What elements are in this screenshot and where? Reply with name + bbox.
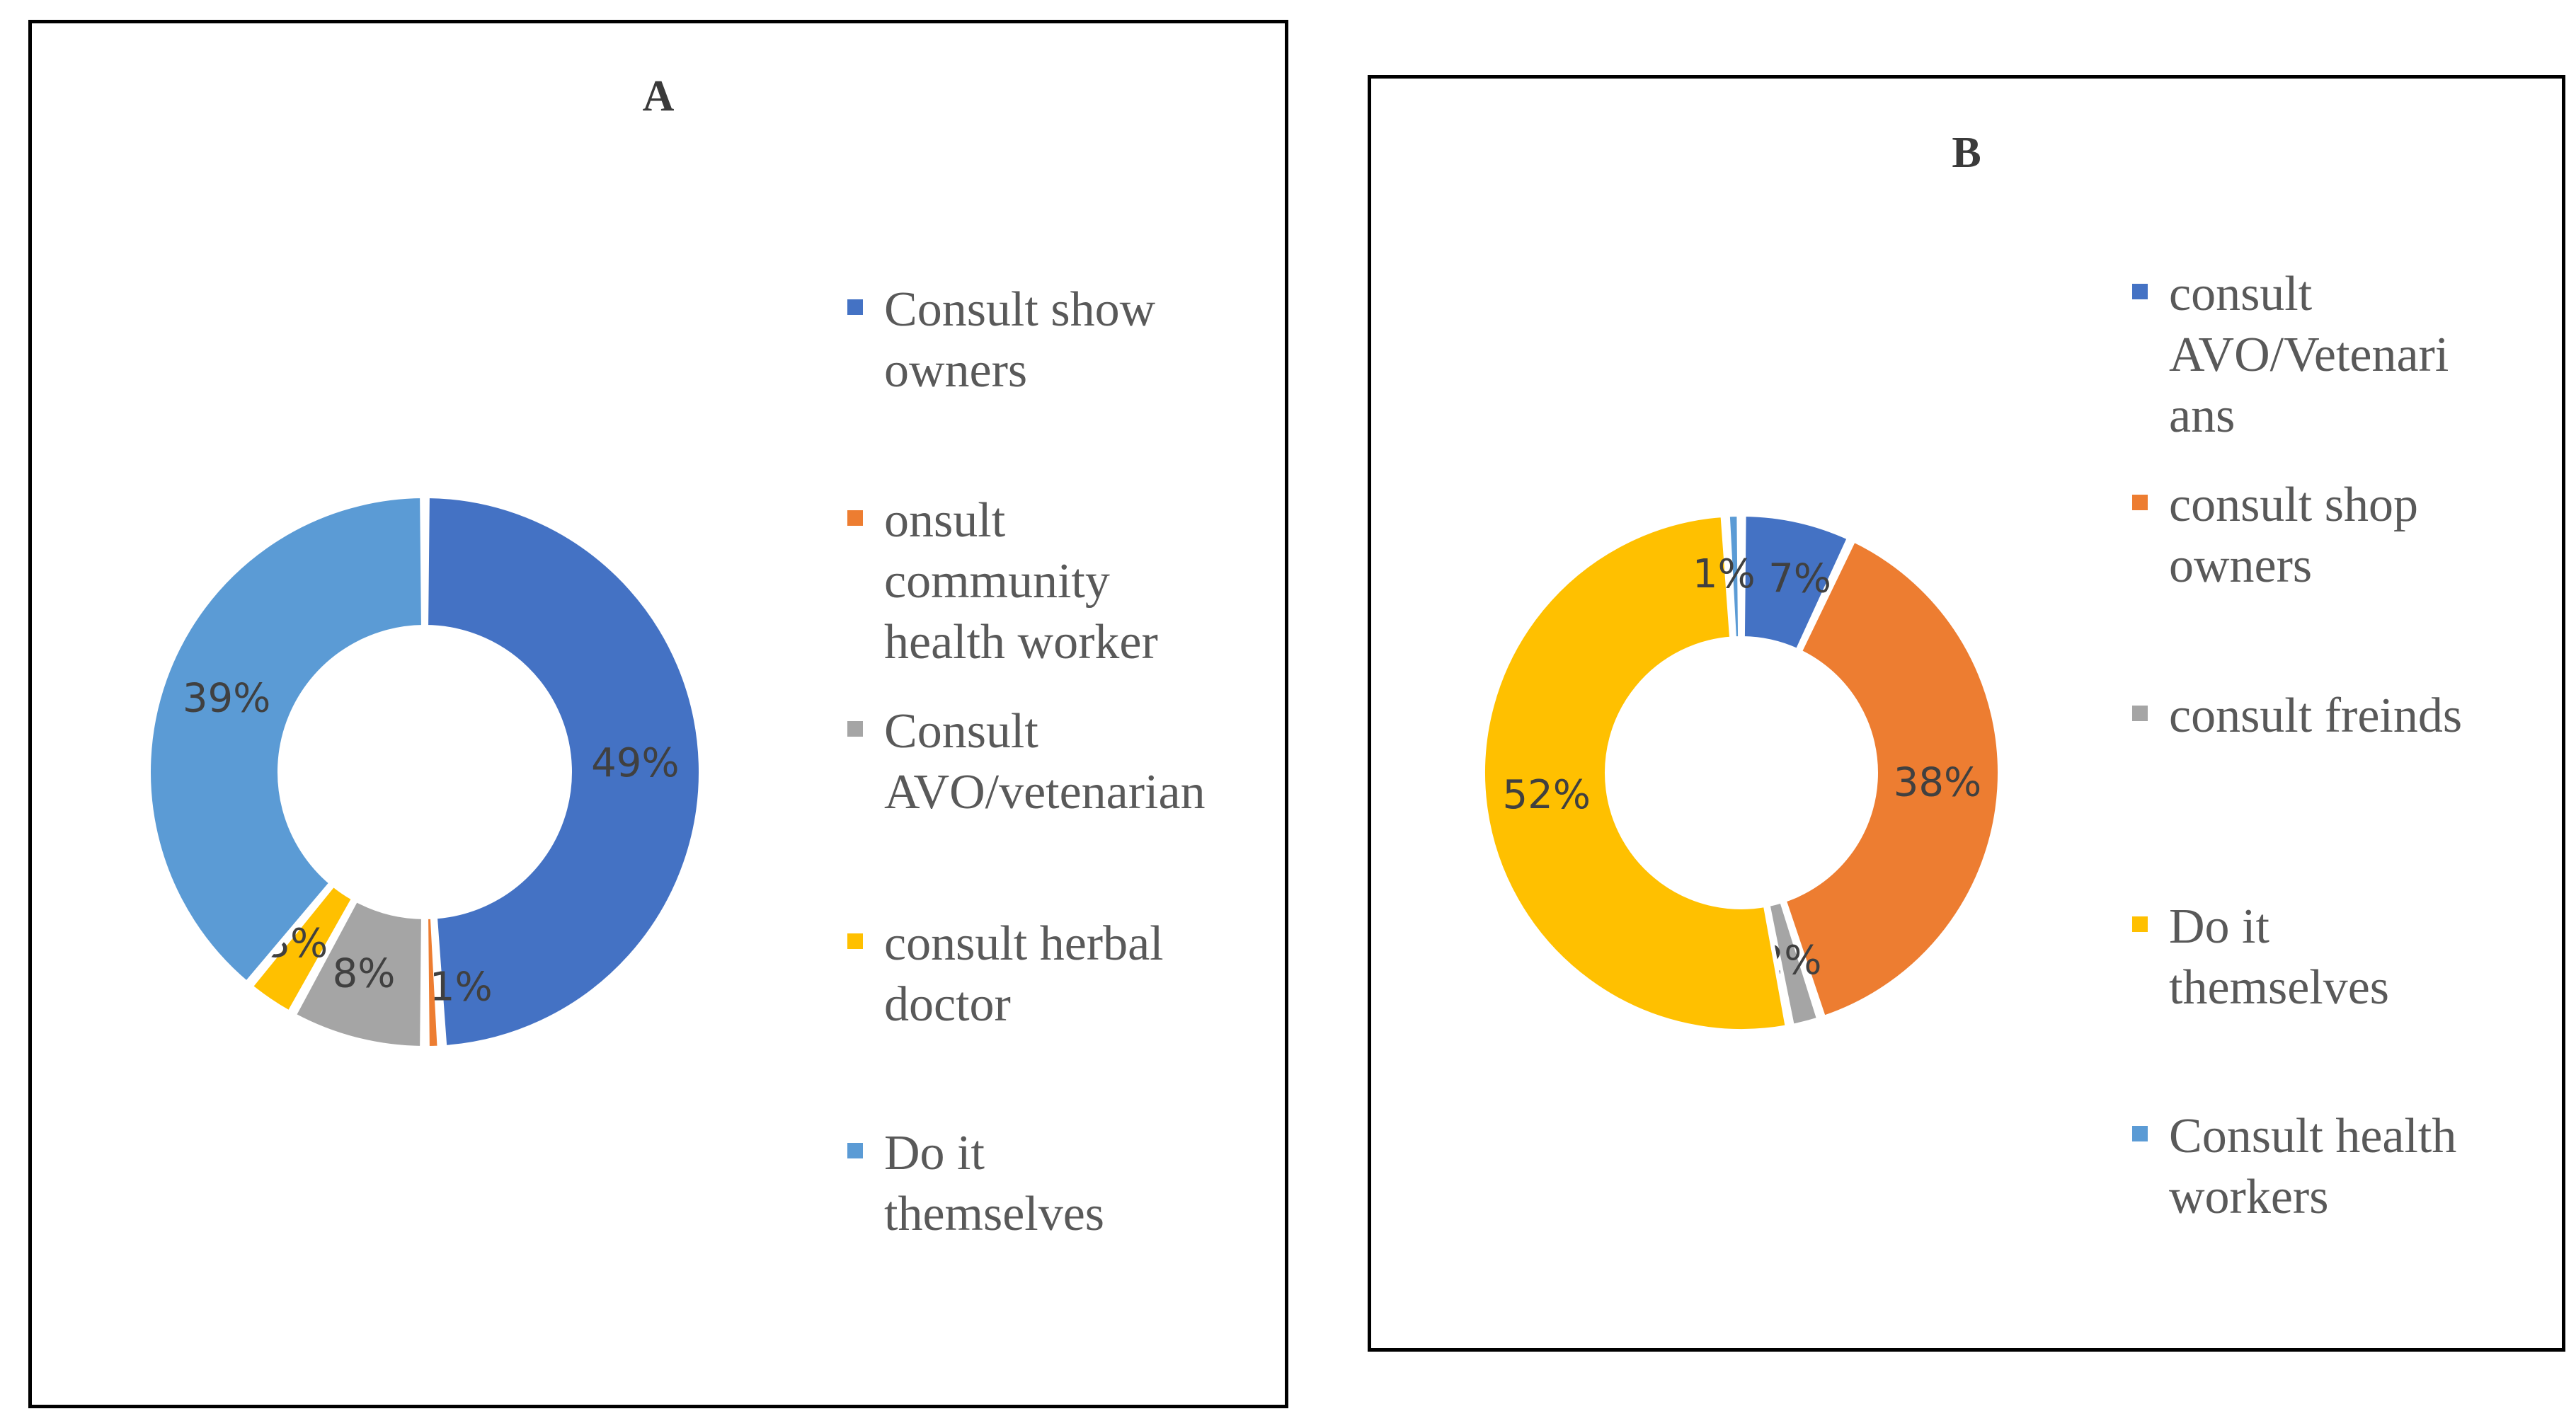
donut-slice-5 (1725, 512, 1743, 641)
donut-slice-4 (248, 882, 357, 1016)
legend-swatch-2 (847, 510, 863, 526)
legend-swatch-5 (847, 1143, 863, 1158)
slice-label-2: 1% (430, 964, 493, 1010)
donut-slice-1 (1740, 512, 1853, 654)
legend-swatch-3 (2132, 706, 2148, 721)
legend-label-2: onsult community health worker (884, 493, 1158, 669)
legend-swatch-1 (2132, 284, 2148, 299)
slice-label-3: 8% (333, 950, 396, 996)
slice-label-2: 38% (1894, 760, 1981, 806)
donut-slice-5 (147, 493, 425, 986)
slice-label-5: 39% (183, 675, 270, 721)
donut-chart-a: 49%1%8%3%39% (147, 493, 704, 1051)
donut-slice-4 (1481, 512, 1790, 1033)
legend-label-3: consult freinds (2169, 689, 2463, 743)
legend-label-4: consult herbal doctor (884, 916, 1164, 1032)
legend-swatch-1 (847, 299, 863, 315)
legend-swatch-4 (2132, 916, 2148, 932)
legend-label-1: consult AVO/Vetenari ans (2169, 267, 2449, 443)
donut-slice-1 (424, 493, 704, 1050)
chart-title-b: B (1952, 129, 1981, 177)
chart-panel-a: A 49% 1% 8% 3% 39% Consult show owners onsult c… (28, 20, 1288, 1408)
chart-panel-b: B 7% 38% 2% 52% 1% consult AVO/Vetenari ans con… (1368, 75, 2565, 1352)
donut-slice-3 (291, 897, 425, 1051)
slice-label-1: 7% (1768, 556, 1831, 602)
donut-slice-2 (1781, 537, 2002, 1020)
slice-label-4: 52% (1502, 772, 1590, 818)
chart-title-a: A (642, 72, 675, 120)
legend-label-1: Consult show owners (884, 282, 1156, 398)
legend-label-3: Consult AVO/vetenarian (884, 704, 1206, 819)
donut-slice-2 (424, 914, 442, 1051)
legend-swatch-4 (847, 933, 863, 949)
legend-label-5: Do it themselves (884, 1126, 1105, 1241)
legend-swatch-2 (2132, 495, 2148, 510)
legend-swatch-5 (2132, 1126, 2148, 1141)
legend-label-2: consult shop owners (2169, 478, 2418, 593)
legend-swatch-3 (847, 721, 863, 737)
slice-label-1: 49% (591, 740, 679, 786)
donut-slice-3 (1765, 898, 1822, 1029)
legend-label-5: Consult health workers (2169, 1109, 2457, 1224)
slice-label-5: 1% (1693, 551, 1756, 597)
legend-label-4: Do it themselves (2169, 899, 2390, 1015)
donut-chart-b: 7%38%2%52%1% (1481, 512, 2002, 1033)
